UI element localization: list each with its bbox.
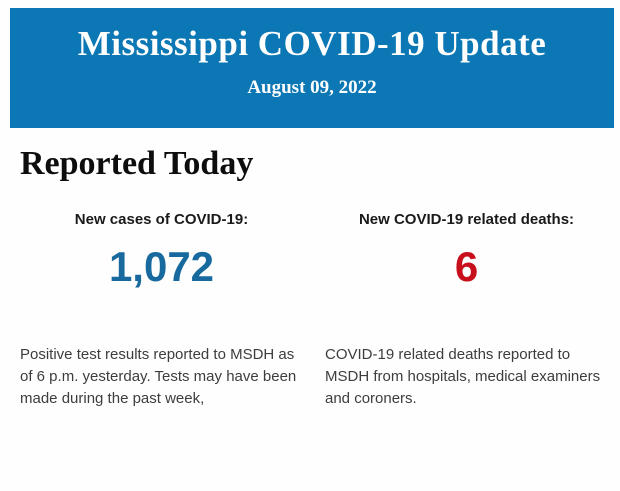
- stats-row: New cases of COVID-19: 1,072 Positive te…: [20, 211, 608, 410]
- content-area: Reported Today New cases of COVID-19: 1,…: [0, 128, 620, 410]
- new-deaths-label: New COVID-19 related deaths:: [358, 211, 575, 229]
- new-cases-value: 1,072: [108, 243, 215, 291]
- newsletter-title: Mississippi COVID-19 Update: [77, 24, 547, 63]
- new-cases-label: New cases of COVID-19:: [74, 211, 249, 229]
- newsletter-date: August 09, 2022: [247, 77, 377, 98]
- stat-new-deaths: New COVID-19 related deaths: 6 COVID-19 …: [325, 211, 608, 410]
- new-deaths-description: COVID-19 related deaths reported to MSDH…: [325, 346, 601, 408]
- stat-new-cases: New cases of COVID-19: 1,072 Positive te…: [20, 211, 303, 410]
- new-cases-description: Positive test results reported to MSDH a…: [20, 346, 297, 408]
- page: Mississippi COVID-19 Update August 09, 2…: [0, 8, 620, 491]
- new-deaths-value: 6: [454, 243, 479, 291]
- header-banner: Mississippi COVID-19 Update August 09, 2…: [10, 8, 614, 128]
- section-title: Reported Today: [20, 145, 254, 182]
